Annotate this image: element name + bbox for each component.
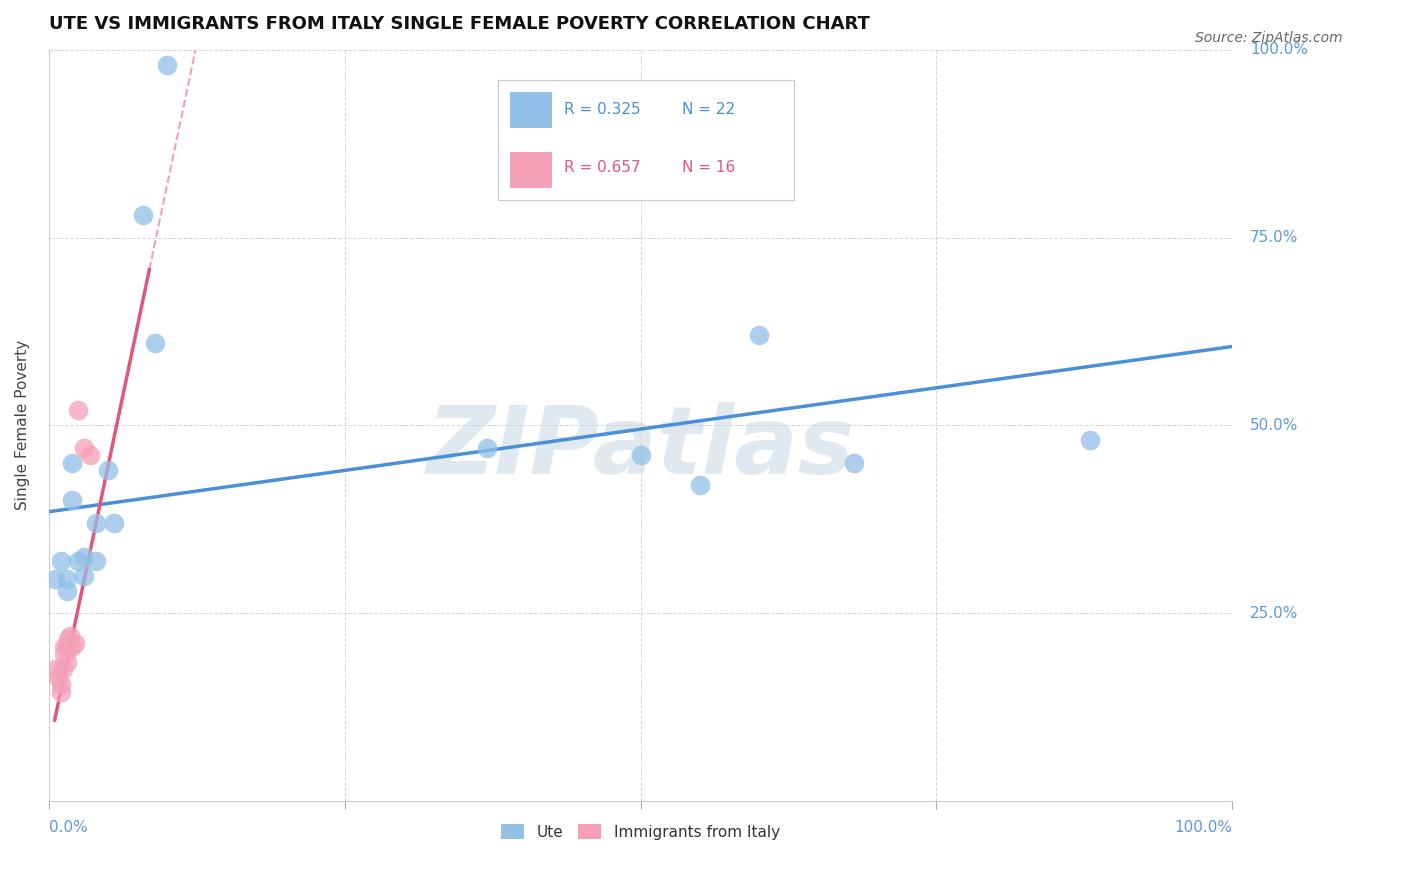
Point [79,449,101,463]
Text: 0.0%: 0.0% [49,820,87,835]
Text: ZIPatlas: ZIPatlas [426,402,855,494]
Point [49,677,72,691]
Point [55,583,77,598]
Text: 75.0%: 75.0% [1250,230,1298,245]
Point [62,493,84,508]
Y-axis label: Single Female Poverty: Single Female Poverty [15,340,30,510]
Point [59,629,82,643]
Point [55,655,77,669]
Point [53,648,76,662]
Point [1078,434,1101,448]
Point [73,568,96,582]
Point [53,640,76,654]
Point [73,441,96,455]
Text: 25.0%: 25.0% [1250,606,1298,621]
Text: 100.0%: 100.0% [1174,820,1232,835]
Point [63,636,86,650]
Text: 50.0%: 50.0% [1250,417,1298,433]
Point [49,685,72,699]
Point [97,463,120,477]
Point [52,663,75,677]
Text: UTE VS IMMIGRANTS FROM ITALY SINGLE FEMALE POVERTY CORRELATION CHART: UTE VS IMMIGRANTS FROM ITALY SINGLE FEMA… [49,15,870,33]
Point [44,572,66,586]
Point [84,516,107,530]
Point [55,640,77,654]
Point [62,456,84,470]
Point [84,553,107,567]
Point [67,403,90,417]
Text: 100.0%: 100.0% [1250,42,1308,57]
Point [49,553,72,567]
Point [689,478,711,492]
Point [62,640,84,654]
Point [842,456,865,470]
Point [748,328,770,343]
Point [475,441,498,455]
Point [44,663,66,677]
Point [73,549,96,564]
Text: Source: ZipAtlas.com: Source: ZipAtlas.com [1195,31,1343,45]
Point [56,632,79,647]
Point [67,553,90,567]
Point [156,58,179,72]
Point [55,572,77,586]
Point [103,516,125,530]
Point [143,335,166,350]
Point [630,449,652,463]
Point [46,670,69,684]
Legend: Ute, Immigrants from Italy: Ute, Immigrants from Italy [495,818,786,846]
Point [132,208,155,222]
